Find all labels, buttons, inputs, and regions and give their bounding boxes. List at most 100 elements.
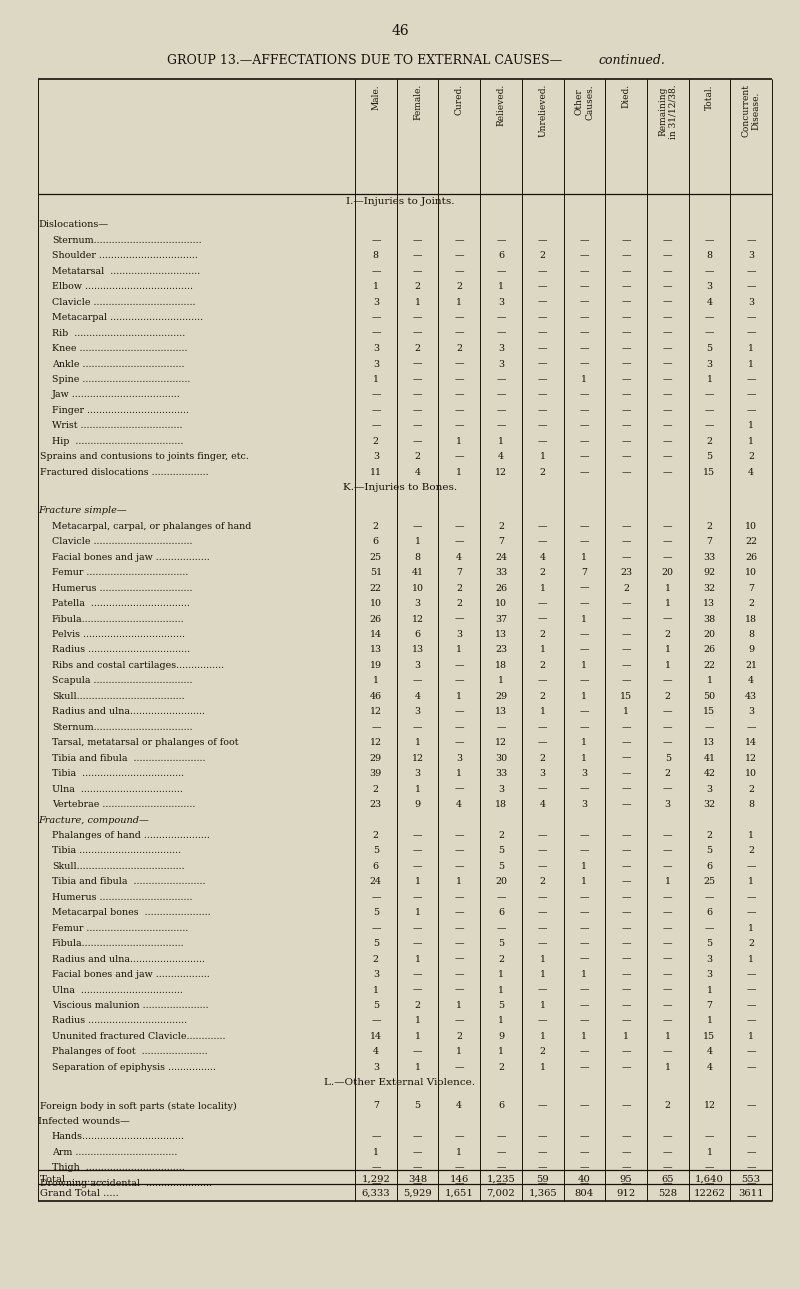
Text: —: — [746, 313, 756, 322]
Text: —: — [413, 522, 422, 531]
Text: Ankle ..................................: Ankle .................................. [52, 360, 185, 369]
Text: Femur ..................................: Femur .................................. [52, 568, 188, 577]
Text: —: — [538, 422, 547, 431]
Text: 1: 1 [665, 599, 670, 608]
Text: 1: 1 [414, 739, 421, 748]
Text: 1: 1 [748, 1032, 754, 1042]
Text: —: — [454, 909, 464, 918]
Text: 2: 2 [665, 692, 670, 701]
Text: 3: 3 [373, 344, 379, 353]
Text: —: — [413, 267, 422, 276]
Text: —: — [413, 1048, 422, 1057]
Text: Tibia and fibula  ........................: Tibia and fibula .......................… [52, 878, 206, 887]
Text: 1: 1 [706, 677, 713, 686]
Text: Sternum....................................: Sternum.................................… [52, 236, 202, 245]
Text: —: — [454, 267, 464, 276]
Text: —: — [705, 329, 714, 338]
Text: —: — [663, 538, 673, 547]
Text: —: — [454, 375, 464, 384]
Text: Died.: Died. [622, 84, 630, 108]
Text: 2: 2 [456, 584, 462, 593]
Text: —: — [454, 1017, 464, 1026]
Text: —: — [538, 360, 547, 369]
Text: —: — [413, 360, 422, 369]
Text: —: — [663, 615, 673, 624]
Text: 2: 2 [414, 282, 421, 291]
Text: 14: 14 [745, 739, 757, 748]
Text: Metacarpal bones  ......................: Metacarpal bones ...................... [52, 909, 210, 918]
Text: 2: 2 [706, 522, 713, 531]
Text: —: — [663, 739, 673, 748]
Text: —: — [663, 677, 673, 686]
Text: Clavicle ..................................: Clavicle ...............................… [52, 298, 195, 307]
Text: —: — [538, 267, 547, 276]
Text: Sternum.................................: Sternum................................. [52, 723, 193, 732]
Text: 1: 1 [665, 646, 670, 655]
Text: —: — [371, 391, 381, 400]
Text: —: — [579, 924, 589, 933]
Text: Fibula..................................: Fibula.................................. [52, 940, 185, 949]
Text: 5: 5 [373, 847, 379, 856]
Text: —: — [371, 236, 381, 245]
Text: 1,640: 1,640 [695, 1174, 724, 1183]
Text: Hands..................................: Hands.................................. [52, 1133, 185, 1141]
Text: 12: 12 [495, 468, 507, 477]
Text: —: — [622, 422, 630, 431]
Text: —: — [538, 391, 547, 400]
Text: —: — [371, 313, 381, 322]
Text: —: — [663, 360, 673, 369]
Text: 1: 1 [748, 437, 754, 446]
Text: —: — [371, 406, 381, 415]
Text: Male.: Male. [371, 84, 380, 110]
Text: 3: 3 [456, 630, 462, 639]
Text: 2: 2 [748, 785, 754, 794]
Text: —: — [663, 831, 673, 840]
Text: —: — [413, 406, 422, 415]
Text: 26: 26 [703, 646, 715, 655]
Text: 10: 10 [370, 599, 382, 608]
Text: —: — [579, 584, 589, 593]
Text: —: — [413, 847, 422, 856]
Text: —: — [579, 251, 589, 260]
Text: 2: 2 [456, 282, 462, 291]
Text: —: — [371, 267, 381, 276]
Text: —: — [371, 893, 381, 902]
Text: —: — [622, 468, 630, 477]
Text: —: — [622, 893, 630, 902]
Text: 1: 1 [414, 1063, 421, 1072]
Text: —: — [538, 1102, 547, 1111]
Text: —: — [413, 677, 422, 686]
Text: —: — [538, 862, 547, 871]
Text: 1: 1 [456, 468, 462, 477]
Text: 2: 2 [498, 1063, 504, 1072]
Text: —: — [371, 1133, 381, 1141]
Text: —: — [579, 677, 589, 686]
Text: —: — [579, 538, 589, 547]
Text: —: — [454, 329, 464, 338]
Text: —: — [579, 406, 589, 415]
Text: 1: 1 [456, 298, 462, 307]
Text: —: — [454, 522, 464, 531]
Text: 1: 1 [414, 298, 421, 307]
Text: 12: 12 [370, 708, 382, 717]
Text: —: — [413, 924, 422, 933]
Text: Elbow ....................................: Elbow ..................................… [52, 282, 193, 291]
Text: —: — [622, 800, 630, 809]
Text: —: — [579, 313, 589, 322]
Text: —: — [371, 723, 381, 732]
Text: —: — [622, 723, 630, 732]
Text: —: — [622, 391, 630, 400]
Text: 1: 1 [582, 661, 587, 670]
Text: 2: 2 [373, 437, 379, 446]
Text: 1: 1 [582, 971, 587, 980]
Text: —: — [705, 236, 714, 245]
Text: —: — [663, 1148, 673, 1156]
Text: —: — [622, 452, 630, 461]
Text: —: — [746, 893, 756, 902]
Text: —: — [538, 739, 547, 748]
Text: —: — [538, 406, 547, 415]
Text: —: — [454, 391, 464, 400]
Text: —: — [622, 986, 630, 995]
Text: Spine ....................................: Spine ..................................… [52, 375, 190, 384]
Text: 1: 1 [456, 878, 462, 887]
